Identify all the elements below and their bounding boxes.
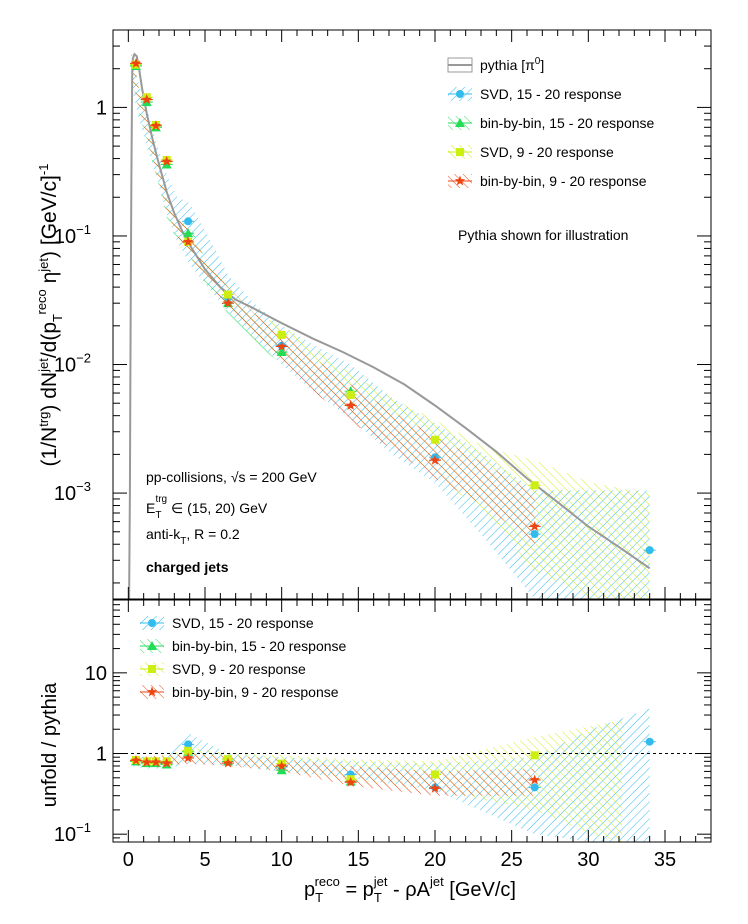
- point-top-bin-by-bin-9-20-response-1: [141, 94, 152, 104]
- point-top-bin-by-bin-9-20-response-6: [276, 341, 287, 351]
- top-panel: 1 10−1 10−2 10−3 (1/Ntrg) dNjet/d(pTreco ηj…: [34, 29, 712, 600]
- point-bot-svd-15-20-response-9: [530, 783, 539, 792]
- y-axis-label-top: (1/Ntrg) dNjet/d(pTreco ηjet) [GeV/c]-1: [34, 164, 65, 467]
- frame-bot: [112, 599, 712, 843]
- point-top-svd-15-20-response-9: [530, 530, 539, 539]
- xtick-label-20: 20: [424, 849, 446, 871]
- point-bot-bin-by-bin-9-20-response-8: [429, 782, 441, 793]
- legend-label-bot-1: bin-by-bin, 15 - 20 response: [172, 638, 347, 654]
- pythia-illustration-note: Pythia shown for illustration: [458, 227, 628, 243]
- point-bot-bin-by-bin-9-20-response-7: [345, 776, 356, 787]
- point-top-svd-9-20-response-7: [346, 390, 355, 399]
- point-bot-bin-by-bin-9-20-response-2: [150, 756, 162, 767]
- info-algorithm: anti-kT, R = 0.2: [146, 526, 240, 547]
- point-top-bin-by-bin-9-20-response-8: [429, 454, 441, 465]
- legend-label-top-1: SVD, 15 - 20 response: [480, 86, 622, 102]
- point-bot-bin-by-bin-9-20-response-9: [529, 774, 540, 785]
- point-bot-bin-by-bin-9-20-response-3: [161, 757, 172, 768]
- info-jet-type: charged jets: [146, 559, 229, 575]
- band-top-bin-by-bin-9-20-response: [131, 54, 535, 545]
- point-top-bin-by-bin-9-20-response-7: [345, 400, 356, 410]
- legend-marker-bot-1: [147, 641, 157, 650]
- point-top-bin-by-bin-9-20-response-2: [150, 120, 162, 131]
- point-top-svd-9-20-response-9: [530, 481, 539, 490]
- top-legend: pythia [π0] SVD, 15 - 20 response bin-by-b…: [447, 56, 655, 189]
- legend-label-bot-3: bin-by-bin, 9 - 20 response: [172, 684, 339, 700]
- point-top-bin-by-bin-9-20-response-3: [161, 155, 172, 166]
- legend-marker-bot-3: [146, 686, 158, 697]
- frame-top: [112, 29, 712, 600]
- legend-marker-bot-0: [148, 619, 156, 627]
- point-bot-bin-by-bin-9-20-response-6: [276, 760, 287, 771]
- ytick-label-bot-1: 1: [96, 744, 107, 766]
- legend-swatch-pythia-box: [447, 57, 473, 73]
- point-top-svd-15-20-response-10: [645, 546, 654, 555]
- legend-label-bot-0: SVD, 15 - 20 response: [172, 615, 314, 631]
- ytick-label-top-3: 10−3: [54, 479, 91, 505]
- point-top-bin-by-bin-9-20-response-4: [182, 236, 194, 247]
- info-box: pp-collisions, √s = 200 GeV ETtrg ∈ (15,…: [146, 469, 317, 575]
- legend-marker-top-4: [454, 175, 466, 186]
- band-top-svd-9-20-response: [131, 54, 650, 599]
- point-bot-svd-15-20-response-10: [645, 737, 654, 746]
- legend-label-bot-2: SVD, 9 - 20 response: [172, 661, 306, 677]
- point-bot-bin-by-bin-9-20-response-5: [222, 757, 234, 768]
- legend-marker-top-3: [456, 148, 464, 156]
- xtick-label-15: 15: [347, 849, 369, 871]
- point-top-svd-9-20-response-5: [224, 290, 232, 299]
- xtick-label-25: 25: [501, 849, 523, 871]
- ytick-label-top-1: 10−1: [54, 222, 91, 248]
- ytick-label-bot-0: 10: [85, 663, 107, 685]
- xtick-label-30: 30: [577, 849, 599, 871]
- point-top-svd-9-20-response-6: [277, 330, 286, 339]
- y-axis-label-bottom: unfold / pythia: [39, 682, 61, 807]
- legend-label-pythia: pythia [π0]: [480, 56, 544, 73]
- point-bot-bin-by-bin-15-20-response-6: [276, 765, 287, 775]
- xtick-label-0: 0: [123, 849, 134, 871]
- point-top-svd-15-20-response-4: [184, 217, 193, 226]
- legend-label-top-4: bin-by-bin, 9 - 20 response: [480, 173, 647, 189]
- legend-label-top-2: bin-by-bin, 15 - 20 response: [480, 115, 655, 131]
- point-bot-bin-by-bin-9-20-response-4: [182, 752, 194, 763]
- ytick-label-top-2: 10−2: [54, 351, 91, 377]
- ytick-label-bot-2: 10−1: [54, 820, 91, 846]
- legend-marker-top-2: [455, 118, 465, 127]
- ytick-label-top-0: 1: [96, 97, 107, 119]
- point-bot-svd-9-20-response-9: [530, 751, 539, 760]
- xtick-label-5: 5: [199, 849, 210, 871]
- point-bot-bin-by-bin-9-20-response-0: [130, 755, 142, 765]
- bottom-panel: 10 1 10−1 0 5 10 15 20 25 30 35 SVD, 15 - 20 respo…: [39, 599, 712, 905]
- legend-marker-bot-2: [148, 665, 156, 673]
- point-bot-bin-by-bin-9-20-response-1: [141, 756, 152, 767]
- point-top-bin-by-bin-15-20-response-4: [183, 228, 194, 238]
- point-top-bin-by-bin-9-20-response-9: [529, 521, 540, 531]
- point-top-bin-by-bin-15-20-response-6: [276, 347, 287, 357]
- x-axis-label: pTreco = pTjet - ρAjet [GeV/c]: [304, 874, 516, 905]
- xtick-label-35: 35: [654, 849, 676, 871]
- legend-marker-top-1: [456, 90, 464, 98]
- point-bot-svd-9-20-response-8: [431, 770, 439, 779]
- xtick-label-10: 10: [271, 849, 293, 871]
- info-trigger: ETtrg ∈ (15, 20) GeV: [146, 494, 268, 521]
- point-top-svd-9-20-response-8: [431, 435, 439, 444]
- legend-label-top-3: SVD, 9 - 20 response: [480, 144, 614, 160]
- pythia-curve: [128, 52, 651, 599]
- info-collisions: pp-collisions, √s = 200 GeV: [146, 469, 317, 485]
- point-bot-svd-9-20-response-4: [184, 746, 193, 755]
- point-top-bin-by-bin-9-20-response-5: [222, 297, 234, 308]
- bottom-legend: SVD, 15 - 20 response bin-by-bin, 15 - 20…: [140, 615, 347, 700]
- point-top-bin-by-bin-9-20-response-0: [130, 57, 142, 68]
- point-bot-svd-15-20-response-4: [184, 740, 193, 749]
